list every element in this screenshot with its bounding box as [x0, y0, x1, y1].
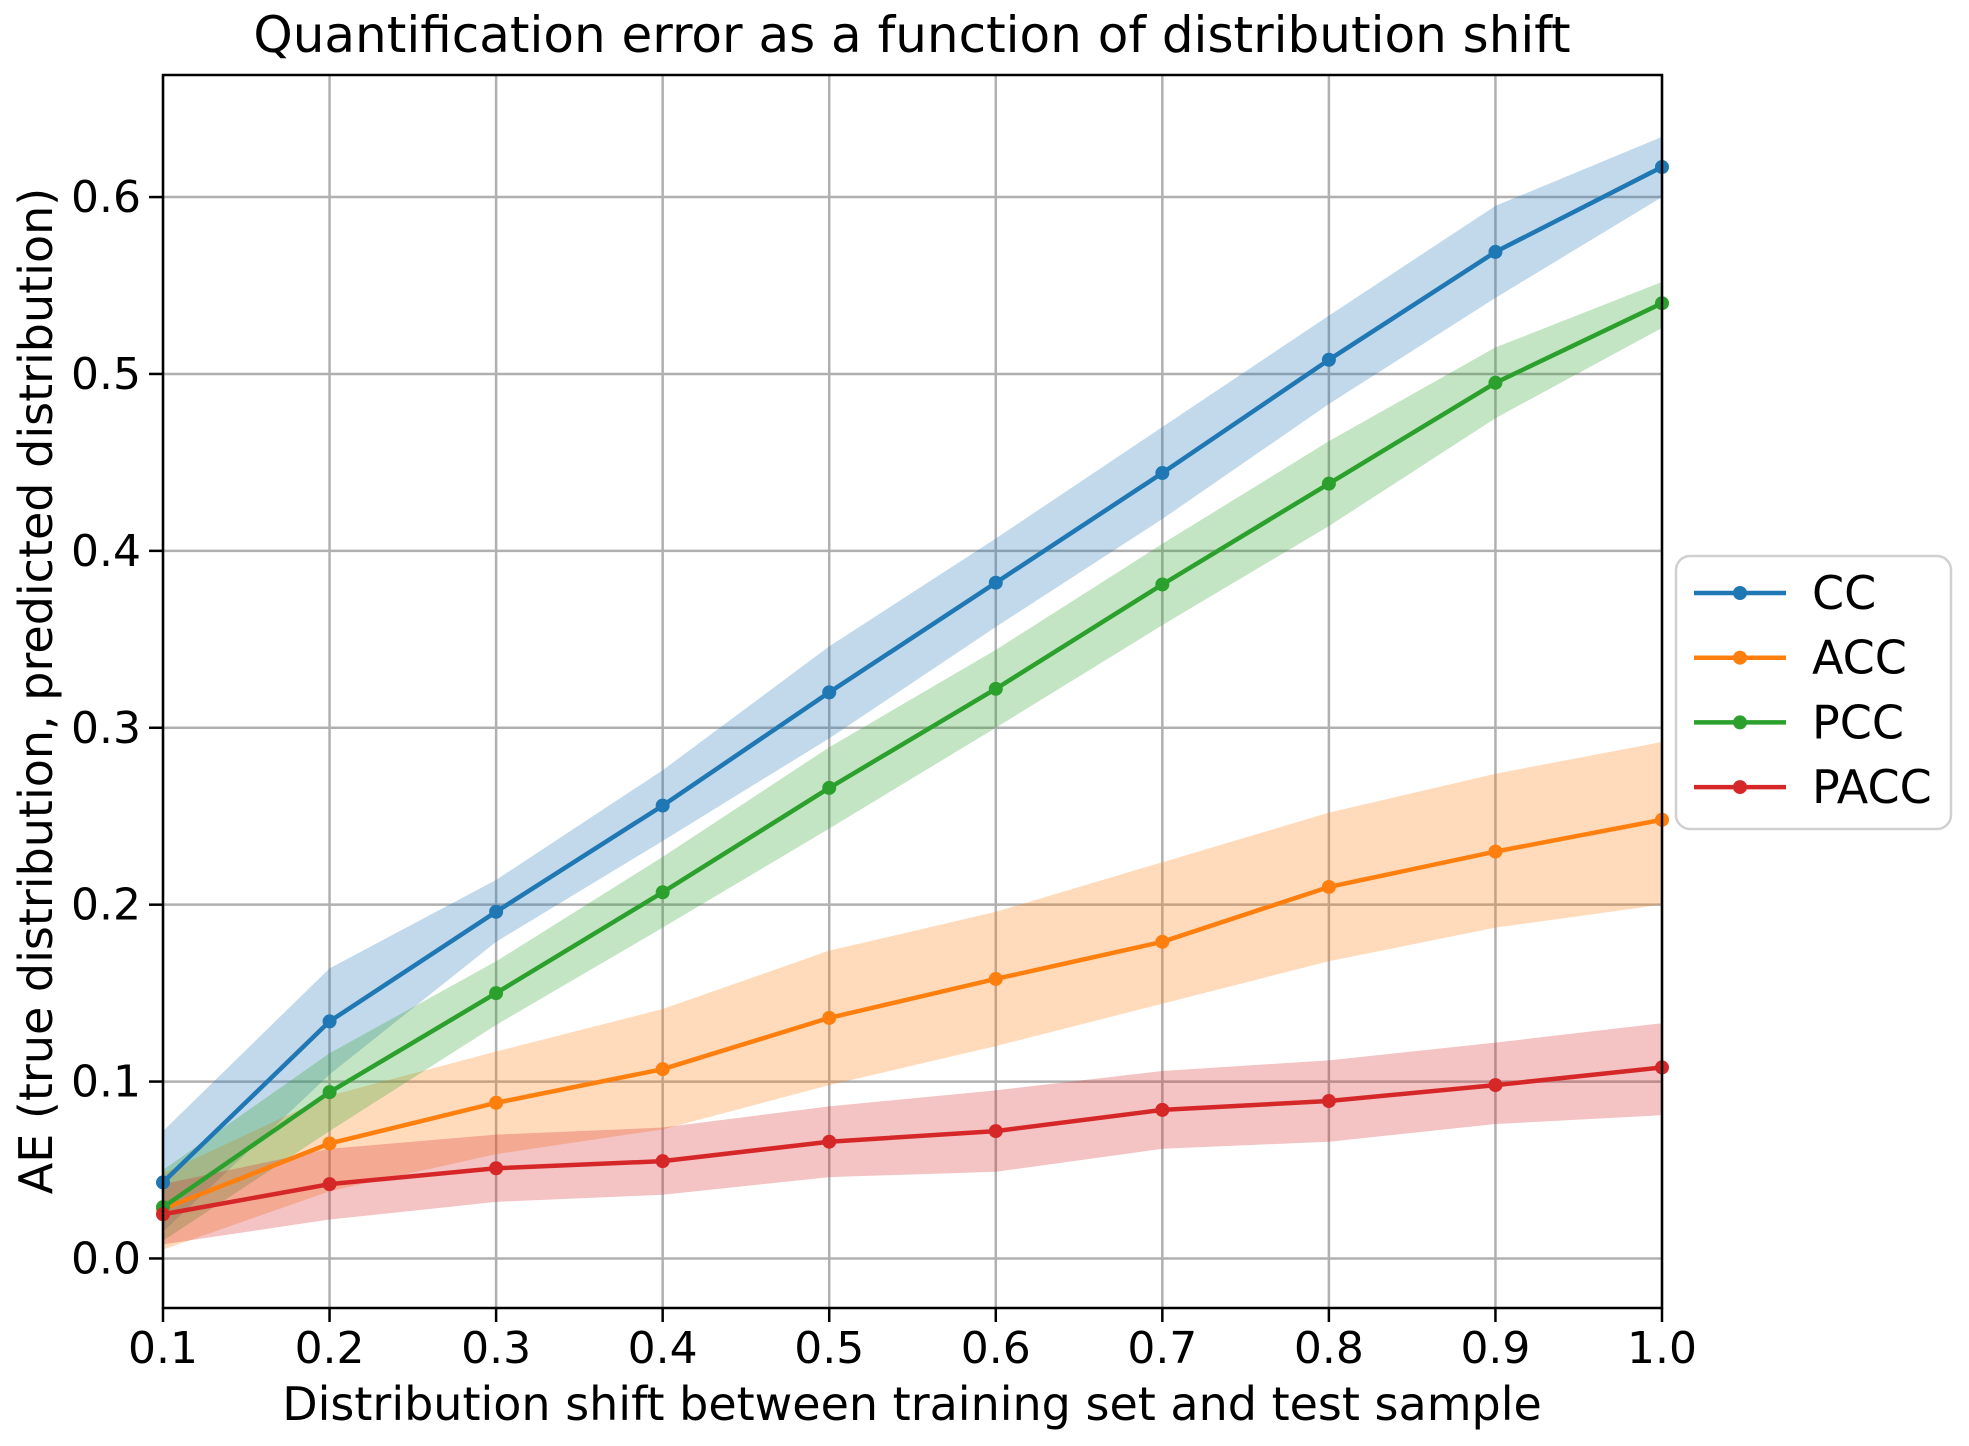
point-ACC-x0.4	[655, 1062, 670, 1077]
x-axis-label: Distribution shift between training set …	[282, 1377, 1542, 1431]
plot-border	[161, 73, 1664, 1310]
point-PCC-x0.7	[1155, 577, 1170, 592]
point-ACC-x0.6	[988, 971, 1003, 986]
tick-labels: 0.1 0.2 0.3 0.4 0.5 0.6 0.7 0.8 0.9 1.0 0.0 0.1 0.2 0…	[71, 172, 1697, 1374]
x-tick-label: 0.1	[128, 1323, 198, 1374]
x-tick-label: 0.7	[1127, 1323, 1197, 1374]
point-PACC-x0.6	[988, 1124, 1003, 1139]
point-PCC-x0.6	[988, 681, 1003, 696]
point-PACC-x0.8	[1321, 1094, 1336, 1109]
point-PCC-x0.4	[655, 885, 670, 900]
point-CC-x0.5	[822, 685, 837, 700]
band-ACC	[163, 741, 1662, 1250]
chart-title: Quantification error as a function of di…	[253, 6, 1570, 64]
line-PCC	[160, 300, 1665, 1210]
x-tick-label: 0.5	[794, 1323, 864, 1374]
point-PCC-x0.2	[322, 1085, 337, 1100]
legend: CC ACC PCC PACC	[1674, 554, 1953, 831]
series-lines	[160, 164, 1665, 1217]
line-CC	[160, 164, 1665, 1185]
x-tick-label: 0.4	[628, 1323, 698, 1374]
point-PACC-x0.2	[322, 1177, 337, 1192]
legend-label-PCC: PCC	[1812, 695, 1904, 749]
point-PACC-x0.7	[1155, 1102, 1170, 1117]
legend-label-CC: CC	[1812, 566, 1876, 620]
point-CC-x0.8	[1321, 352, 1336, 367]
x-tick-label: 0.6	[961, 1323, 1031, 1374]
axes-spines	[161, 73, 1664, 1310]
error-bands	[163, 136, 1662, 1250]
legend-marker-ACC	[1733, 650, 1747, 665]
y-axis-label: AE (true distribution, predicted distrib…	[9, 188, 63, 1194]
point-ACC-x0.2	[322, 1136, 337, 1151]
x-tick-label: 1.0	[1627, 1323, 1697, 1374]
point-ACC-x0.7	[1155, 934, 1170, 949]
x-tick-label: 0.8	[1294, 1323, 1364, 1374]
x-tick-label: 0.3	[461, 1323, 531, 1374]
point-PACC-x0.9	[1488, 1078, 1503, 1093]
band-PCC	[163, 281, 1662, 1241]
legend-label-ACC: ACC	[1812, 631, 1907, 685]
legend-marker-PCC	[1733, 715, 1747, 730]
line-PACC	[160, 1065, 1665, 1217]
point-PCC-x0.8	[1321, 476, 1336, 491]
point-ACC-x0.9	[1488, 844, 1503, 859]
y-tick-label: 0.1	[71, 1057, 141, 1108]
y-tick-label: 0.0	[71, 1233, 141, 1284]
y-tick-label: 0.6	[71, 172, 141, 223]
point-CC-x0.9	[1488, 244, 1503, 259]
point-PACC-x0.3	[489, 1161, 504, 1176]
x-tick-label: 0.2	[295, 1323, 365, 1374]
legend-box	[1674, 554, 1953, 831]
point-ACC-x0.3	[489, 1095, 504, 1110]
axis-ticks	[149, 195, 1664, 1322]
band-PACC	[163, 1023, 1662, 1245]
x-tick-label: 0.9	[1460, 1323, 1530, 1374]
y-tick-label: 0.3	[71, 703, 141, 754]
point-CC-x0.7	[1155, 466, 1170, 481]
point-CC-x0.2	[322, 1014, 337, 1029]
y-tick-label: 0.2	[71, 880, 141, 931]
point-PACC-x0.5	[822, 1134, 837, 1149]
point-CC-x0.3	[489, 904, 504, 919]
point-CC-x0.4	[655, 798, 670, 813]
point-CC-x0.6	[988, 575, 1003, 590]
band-CC	[163, 136, 1662, 1232]
legend-marker-CC	[1733, 586, 1747, 600]
y-tick-label: 0.5	[71, 349, 141, 400]
line-ACC	[160, 817, 1665, 1212]
point-PCC-x0.9	[1488, 375, 1503, 390]
point-PCC-x0.5	[822, 780, 837, 795]
y-tick-label: 0.4	[71, 526, 141, 577]
point-PACC-x0.4	[655, 1154, 670, 1169]
point-PCC-x0.3	[489, 986, 504, 1001]
legend-label-PACC: PACC	[1812, 760, 1932, 814]
point-ACC-x0.8	[1321, 879, 1336, 894]
point-ACC-x0.5	[822, 1010, 837, 1025]
series-markers	[156, 159, 1669, 1222]
legend-marker-PACC	[1733, 780, 1747, 795]
